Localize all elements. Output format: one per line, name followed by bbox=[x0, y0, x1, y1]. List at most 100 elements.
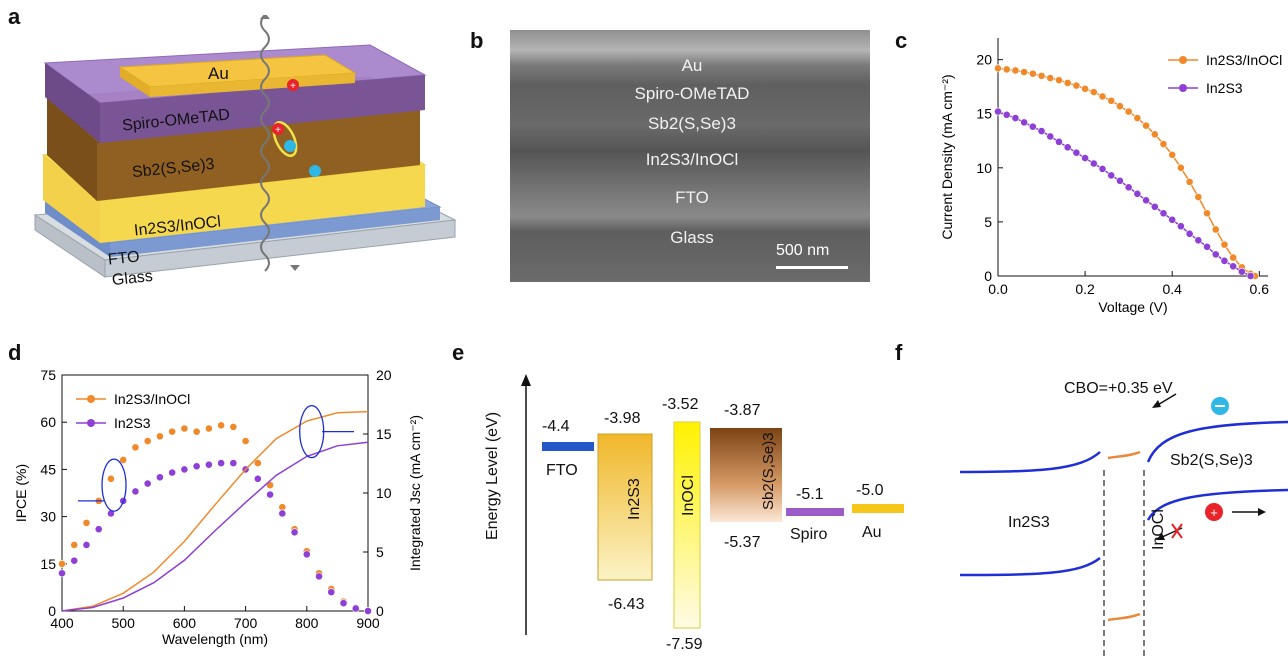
d-data-point bbox=[253, 459, 262, 468]
d-data-point bbox=[217, 459, 226, 468]
d-x-tick-label: 900 bbox=[356, 615, 380, 631]
c-legend-marker bbox=[1179, 84, 1187, 92]
d-x-tick-label: 500 bbox=[112, 615, 136, 631]
sem-label-glass: Glass bbox=[670, 228, 714, 247]
c-data-point bbox=[1046, 132, 1055, 141]
d-data-point bbox=[253, 474, 262, 483]
panel-letter-d: d bbox=[8, 340, 22, 365]
sem-label-sbsse: Sb2(S,Se)3 bbox=[648, 114, 736, 133]
scale-bar bbox=[776, 266, 848, 269]
c-data-point bbox=[1081, 154, 1089, 162]
in2s3-label: In2S3 bbox=[626, 478, 643, 520]
sbsse-label: Sb2(S,Se)3 bbox=[760, 432, 777, 510]
d-integrated-line bbox=[61, 410, 369, 612]
d-legend-marker bbox=[87, 395, 95, 403]
d-data-point bbox=[168, 427, 177, 436]
c-data-point bbox=[1150, 202, 1159, 211]
c-data-point bbox=[1072, 148, 1081, 157]
svg-text:+: + bbox=[1210, 505, 1218, 520]
c-data-point bbox=[1246, 272, 1255, 280]
d-data-point bbox=[168, 468, 177, 477]
c-data-point bbox=[1124, 183, 1133, 192]
d-data-point bbox=[192, 427, 201, 436]
sem-label-fto: FTO bbox=[675, 188, 709, 207]
spiro-value: -5.1 bbox=[796, 486, 824, 503]
c-data-point bbox=[1229, 253, 1238, 262]
device-schematic: + + bbox=[33, 15, 457, 278]
d-data-point bbox=[143, 479, 152, 488]
c-legend-marker bbox=[1179, 56, 1187, 64]
au-value: -5.0 bbox=[856, 482, 884, 499]
c-data-point bbox=[1046, 74, 1055, 82]
c-y-tick-label: 20 bbox=[976, 52, 992, 68]
d-data-point bbox=[266, 490, 274, 499]
c-data-point bbox=[1020, 118, 1029, 127]
d-yr-tick-label: 10 bbox=[376, 485, 392, 501]
d-data-point bbox=[351, 604, 360, 613]
panel-letter-e: e bbox=[452, 340, 465, 365]
c-data-point bbox=[1116, 176, 1124, 185]
d-x-tick-label: 400 bbox=[50, 615, 74, 631]
d-data-point bbox=[156, 473, 164, 482]
ipce-chart: 400 500 600 700 800 9000153045607505101520Wav… bbox=[13, 367, 423, 647]
c-data-point bbox=[1177, 163, 1185, 172]
d-data-point bbox=[131, 487, 140, 496]
d-yr-tick-label: 0 bbox=[376, 603, 384, 619]
d-data-point bbox=[204, 460, 213, 469]
d-data-point bbox=[229, 423, 238, 431]
d-data-point bbox=[180, 465, 189, 474]
jv-chart: 0.0 0.2 0.4 0.6 0 5 10 15 20 Voltage (V) Current D… bbox=[939, 38, 1282, 315]
c-data-point bbox=[1028, 122, 1037, 131]
fto-label: FTO bbox=[546, 462, 578, 479]
c-data-point bbox=[1072, 81, 1081, 90]
d-yr-tick-label: 20 bbox=[376, 367, 392, 383]
d-data-point bbox=[302, 550, 311, 559]
c-data-point bbox=[1133, 189, 1142, 198]
c-data-point bbox=[1098, 164, 1107, 173]
d-data-point bbox=[327, 588, 336, 597]
c-y-tick-label: 10 bbox=[976, 160, 992, 176]
sbsse-top-value: -3.87 bbox=[724, 402, 761, 419]
d-data-point bbox=[58, 559, 66, 568]
c-data-point bbox=[1124, 107, 1133, 116]
c-data-point bbox=[1203, 242, 1211, 251]
c-y-tick-label: 15 bbox=[976, 106, 992, 122]
spiro-label: Spiro bbox=[790, 526, 828, 543]
d-ylabel-right: Integrated Jsc (mA cm⁻²) bbox=[407, 415, 423, 571]
energy-ylabel: Energy Level (eV) bbox=[484, 411, 501, 540]
c-series-line bbox=[997, 67, 1256, 277]
fto-value: -4.4 bbox=[542, 418, 570, 435]
c-data-point bbox=[1081, 84, 1089, 93]
c-data-point bbox=[1107, 171, 1116, 180]
c-data-point bbox=[1220, 240, 1229, 249]
c-data-point bbox=[1229, 262, 1238, 271]
c-y-tick-label: 0 bbox=[984, 268, 992, 284]
c-data-point bbox=[1055, 76, 1063, 85]
c-data-point bbox=[1194, 193, 1203, 201]
c-data-point bbox=[1133, 114, 1142, 122]
d-data-point bbox=[204, 424, 213, 433]
band-label-in2s3: In2S3 bbox=[1008, 514, 1050, 531]
d-x-tick-label: 800 bbox=[295, 615, 319, 631]
c-data-point bbox=[1142, 121, 1150, 130]
c-data-point bbox=[1037, 71, 1046, 80]
inocl-label: InOCl bbox=[680, 475, 697, 516]
d-data-point bbox=[58, 569, 66, 578]
layer-label-au: Au bbox=[208, 64, 229, 83]
d-data-point bbox=[278, 509, 287, 518]
c-data-point bbox=[1237, 267, 1246, 276]
inocl-bottom-value: -7.59 bbox=[666, 636, 703, 653]
band-diagram: + bbox=[960, 393, 1288, 657]
d-data-point bbox=[70, 556, 79, 565]
c-legend-label: In2S3/InOCl bbox=[1206, 52, 1282, 68]
c-data-point bbox=[994, 107, 1002, 116]
c-data-point bbox=[1028, 69, 1037, 78]
c-data-point bbox=[1089, 88, 1098, 96]
c-data-point bbox=[1220, 256, 1229, 265]
c-x-tick-label: 0.6 bbox=[1250, 281, 1270, 297]
panel-letter-f: f bbox=[895, 340, 903, 365]
d-highlight-ellipse-left bbox=[101, 458, 127, 512]
in2s3-top-value: -3.98 bbox=[604, 410, 641, 427]
d-data-point bbox=[364, 607, 372, 615]
d-yl-tick-label: 15 bbox=[40, 556, 56, 572]
